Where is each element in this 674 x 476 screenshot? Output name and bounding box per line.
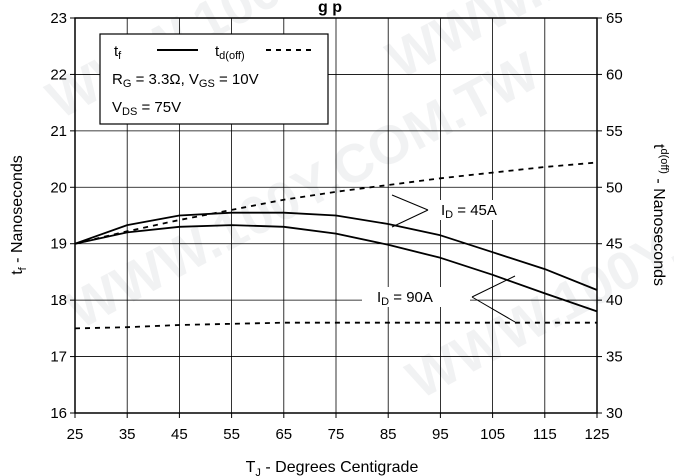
- x-axis-title: TJ - Degrees Centigrade: [246, 459, 419, 476]
- x-tick-label: 25: [67, 426, 84, 443]
- x-tick-label: 85: [380, 426, 397, 443]
- x-tick-label: 55: [223, 426, 240, 443]
- y-left-tick-label: 20: [50, 179, 67, 196]
- annotation-45a-pointer-upper: [392, 195, 428, 210]
- y-right-tick-label: 30: [606, 405, 623, 422]
- x-tick-label: 35: [119, 426, 136, 443]
- annotation-45a-pointer-lower: [392, 210, 428, 227]
- y-axis-left-title: tf - Nanoseconds: [9, 155, 29, 275]
- y-axis-right-title: td(off) - Nanoseconds: [650, 144, 670, 286]
- watermark-text: WWW.100Y.COM.TW: [397, 111, 674, 410]
- y-left-tick-label: 17: [50, 349, 67, 366]
- y-left-tick-label: 23: [50, 10, 67, 27]
- y-right-tick-label: 45: [606, 236, 623, 253]
- y-left-tick-label: 16: [50, 405, 67, 422]
- y-right-tick-label: 50: [606, 179, 623, 196]
- y-right-tick-label: 55: [606, 123, 623, 140]
- x-tick-label: 105: [480, 426, 505, 443]
- y-left-tick-label: 19: [50, 236, 67, 253]
- y-left-tick-label: 22: [50, 66, 67, 83]
- x-tick-label: 45: [171, 426, 188, 443]
- x-tick-label: 125: [584, 426, 609, 443]
- y-left-tick-label: 18: [50, 292, 67, 309]
- y-right-tick-label: 60: [606, 66, 623, 83]
- x-tick-label: 115: [533, 426, 557, 443]
- y-right-tick-label: 65: [606, 10, 623, 27]
- annotation-90a-pointer-upper: [472, 276, 515, 297]
- legend: tf td(off) RG = 3.3Ω, VGS = 10V VDS = 75…: [100, 34, 328, 124]
- y-left-tick-label: 21: [50, 123, 67, 140]
- y-right-tick-label: 35: [606, 349, 623, 366]
- y-right-tick-label: 40: [606, 292, 623, 309]
- annotation-45a: ID = 45A: [392, 195, 540, 227]
- legend-conditions-line1: RG = 3.3Ω, VGS = 10V: [112, 71, 259, 90]
- chart-title: g p: [318, 0, 342, 16]
- x-tick-label: 95: [432, 426, 449, 443]
- x-tick-label: 75: [328, 426, 345, 443]
- x-tick-label: 65: [275, 426, 292, 443]
